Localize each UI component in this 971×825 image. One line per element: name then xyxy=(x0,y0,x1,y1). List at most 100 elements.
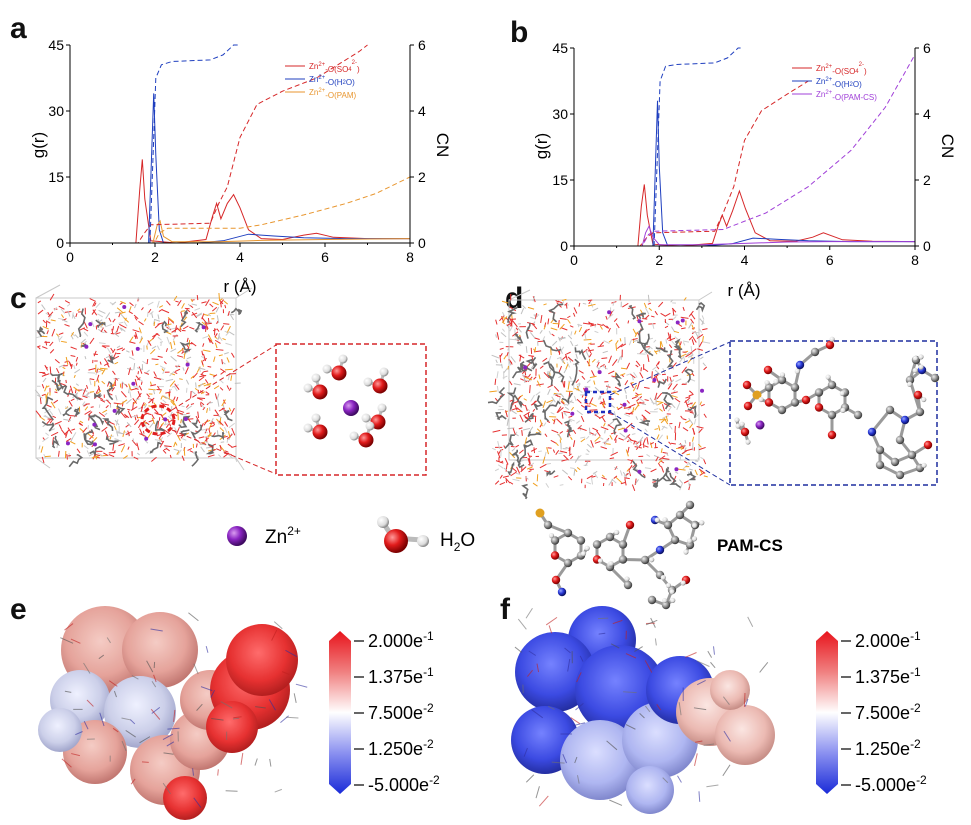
solvent-stick xyxy=(147,431,153,439)
zoom-line-c-bottom xyxy=(171,429,277,475)
solvent-stick xyxy=(118,321,124,324)
solvent-stick xyxy=(45,392,49,398)
solvent-stick xyxy=(582,322,590,325)
solvent-stick xyxy=(72,392,79,399)
solvent-stick xyxy=(495,460,504,464)
solvent-stick xyxy=(634,442,640,448)
solvent-stick xyxy=(698,341,703,348)
solvent-stick xyxy=(587,346,592,354)
solvent-stick xyxy=(41,384,45,389)
polymer-chain xyxy=(524,412,534,423)
esp-bond xyxy=(83,662,91,674)
atom xyxy=(665,582,672,589)
solvent-stick xyxy=(133,314,139,320)
atom xyxy=(647,595,657,605)
zn-ion xyxy=(675,320,680,325)
solvent-stick xyxy=(698,446,706,451)
solvent-stick xyxy=(160,422,165,426)
solvent-stick xyxy=(524,376,533,381)
solvent-stick xyxy=(57,450,60,457)
solvent-stick xyxy=(212,432,216,437)
solvent-stick xyxy=(126,398,132,405)
esp-bond xyxy=(707,650,713,658)
zn-ion-icon xyxy=(227,526,247,546)
solvent-stick xyxy=(70,355,76,357)
solvent-stick xyxy=(540,315,543,324)
esp-bond xyxy=(173,709,176,723)
solvent-stick xyxy=(176,411,184,415)
polymer-chain xyxy=(179,341,192,354)
solvent-stick xyxy=(602,350,608,354)
solvent-stick xyxy=(502,311,506,317)
solvent-stick xyxy=(114,330,118,335)
solvent-stick xyxy=(626,400,630,404)
zn-ion xyxy=(163,417,168,422)
solvent-stick xyxy=(495,319,498,325)
solvent-stick xyxy=(152,319,156,325)
solvent-stick xyxy=(658,301,664,308)
atom xyxy=(895,435,905,445)
atom xyxy=(608,561,614,567)
esp-bond xyxy=(112,727,119,733)
solvent-stick xyxy=(513,383,521,386)
solvent-stick xyxy=(601,365,608,370)
panel-label-e: e xyxy=(10,593,27,626)
polymer-chain xyxy=(548,303,564,323)
solvent-stick xyxy=(682,306,685,311)
solvent-stick xyxy=(651,322,655,329)
solvent-stick xyxy=(56,333,60,338)
esp-bond xyxy=(211,717,224,721)
solvent-stick xyxy=(135,375,141,381)
esp-bond xyxy=(151,680,157,688)
solvent-stick xyxy=(516,466,521,474)
solvent-stick xyxy=(49,419,53,424)
solvent-stick xyxy=(573,307,578,314)
polymer-chain xyxy=(149,441,162,454)
solvent-stick xyxy=(559,346,563,354)
esp-bond xyxy=(759,661,769,673)
polymer-chain xyxy=(107,355,115,365)
solvent-stick xyxy=(136,367,143,370)
solvent-stick xyxy=(224,304,227,309)
solvent-stick xyxy=(209,303,214,308)
solvent-stick xyxy=(46,321,51,324)
zoom-line-c-top xyxy=(171,344,277,411)
solvent-stick xyxy=(224,450,229,453)
solvent-stick xyxy=(544,433,548,437)
cn-line-a-1 xyxy=(70,44,238,244)
solvent-stick xyxy=(696,425,704,429)
polymer-chain xyxy=(511,449,521,465)
solvent-stick xyxy=(536,383,544,386)
solvent-stick xyxy=(613,318,618,322)
solvent-stick xyxy=(646,436,649,445)
solvent-stick xyxy=(88,367,96,371)
solvent-stick xyxy=(96,452,104,457)
solvent-stick xyxy=(499,474,503,479)
atom xyxy=(764,383,774,392)
solvent-stick xyxy=(151,345,157,350)
solvent-stick xyxy=(558,375,562,379)
solvent-stick xyxy=(702,362,706,367)
solvent-stick xyxy=(611,358,618,366)
solvent-stick xyxy=(664,325,669,329)
solvent-stick xyxy=(125,383,128,388)
solvent-stick xyxy=(599,341,604,347)
solvent-stick xyxy=(697,455,701,460)
solvent-stick xyxy=(153,408,159,414)
solvent-stick xyxy=(563,411,567,415)
solvent-stick xyxy=(138,385,143,391)
esp-bond xyxy=(232,717,240,720)
solvent-stick xyxy=(606,384,610,391)
y2-axis-label-a: CN xyxy=(433,133,452,158)
solvent-stick xyxy=(617,406,623,411)
solvent-stick xyxy=(114,311,120,314)
zoom-line-d-top xyxy=(609,341,731,396)
solvent-stick xyxy=(51,328,56,337)
solvent-stick xyxy=(639,401,643,404)
solvent-stick xyxy=(197,411,200,419)
esp-bond xyxy=(125,729,136,738)
solvent-stick xyxy=(547,388,551,396)
esp-bond xyxy=(188,612,199,622)
solvent-stick xyxy=(42,346,48,350)
atom xyxy=(794,368,800,374)
